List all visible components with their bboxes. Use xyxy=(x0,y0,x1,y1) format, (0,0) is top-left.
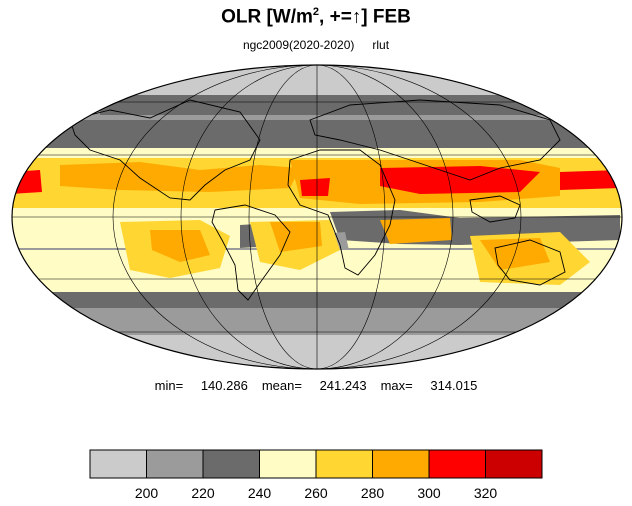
field-sahara-max xyxy=(300,178,330,196)
colorbar-tick-label: 300 xyxy=(417,485,441,501)
colorbar-box-1 xyxy=(146,449,204,479)
colorbar-labels: 200 220 240 260 280 300 320 xyxy=(135,485,498,501)
field-indian-south-orange xyxy=(380,218,452,244)
field-pacific-west-max xyxy=(12,170,42,194)
colorbar-box-0 xyxy=(89,449,147,479)
title-tail: , += xyxy=(319,6,352,28)
field-storm-south xyxy=(20,292,620,308)
africa-coast xyxy=(287,149,396,276)
meridian-45 xyxy=(248,65,386,369)
variable-label: rlut xyxy=(372,38,390,52)
australia-coast xyxy=(494,239,566,286)
field-atlantic-south-orange xyxy=(270,222,322,252)
south-america-coast xyxy=(211,204,291,301)
field-band-north-dark xyxy=(40,120,600,148)
max-stat: max= 314.015 xyxy=(381,378,478,393)
coastlines xyxy=(69,99,566,301)
field-pacific-east-max xyxy=(560,170,620,190)
meridian-135 xyxy=(112,65,522,369)
colorbar-tick-label: 220 xyxy=(191,485,215,501)
colorbar-tick-label: 200 xyxy=(135,485,159,501)
field-pacific-south-orange xyxy=(150,230,210,262)
field-pacific-north-orange xyxy=(60,162,300,192)
olr-map xyxy=(11,64,623,370)
field-storm-north xyxy=(100,95,580,115)
title-month: ] FEB xyxy=(361,6,411,28)
field-statistics: min= 140.286 mean= 241.243 max= 314.015 xyxy=(0,378,632,393)
map-outline xyxy=(11,64,623,370)
max-label: max= xyxy=(380,378,413,393)
plot-title: OLR [W/m2, +=↑] FEB xyxy=(0,6,632,28)
maritime-continent-coast xyxy=(469,195,521,223)
mean-label: mean= xyxy=(261,378,302,393)
colorbar-box-7 xyxy=(485,449,543,479)
north-america-coast xyxy=(69,99,261,201)
map-field xyxy=(12,65,622,369)
mean-stat: mean= 241.243 xyxy=(262,378,367,393)
eurasia-coast xyxy=(309,99,561,181)
title-text: OLR [W/m xyxy=(221,6,313,28)
colorbar-tick-label: 260 xyxy=(304,485,328,501)
colorbar-box-6 xyxy=(428,449,486,479)
colorbar-box-5 xyxy=(372,449,430,479)
field-arabia-max xyxy=(380,166,540,194)
field-polar-north xyxy=(12,65,622,100)
colorbar-boxes xyxy=(89,449,543,479)
title-superscript: 2 xyxy=(312,6,320,18)
plot-subtitle: ngc2009(2020-2020) rlut xyxy=(0,38,632,52)
colorbar-tick-label: 280 xyxy=(361,485,385,501)
colorbar-tick-label: 320 xyxy=(474,485,498,501)
min-label: min= xyxy=(154,378,184,393)
colorbar-box-3 xyxy=(259,449,317,479)
meridian-90 xyxy=(180,65,454,369)
graticule xyxy=(12,65,622,369)
colorbar-tick-label: 240 xyxy=(248,485,272,501)
mean-value: 241.243 xyxy=(319,378,367,393)
colorbar: 200 220 240 260 280 300 320 xyxy=(89,449,543,501)
run-label: ngc2009(2020-2020) xyxy=(242,38,355,52)
min-stat: min= 140.286 xyxy=(155,378,248,393)
up-arrow-icon: ↑ xyxy=(351,6,362,28)
min-value: 140.286 xyxy=(200,378,248,393)
max-value: 314.015 xyxy=(430,378,478,393)
colorbar-box-2 xyxy=(202,449,260,479)
colorbar-box-4 xyxy=(315,449,373,479)
